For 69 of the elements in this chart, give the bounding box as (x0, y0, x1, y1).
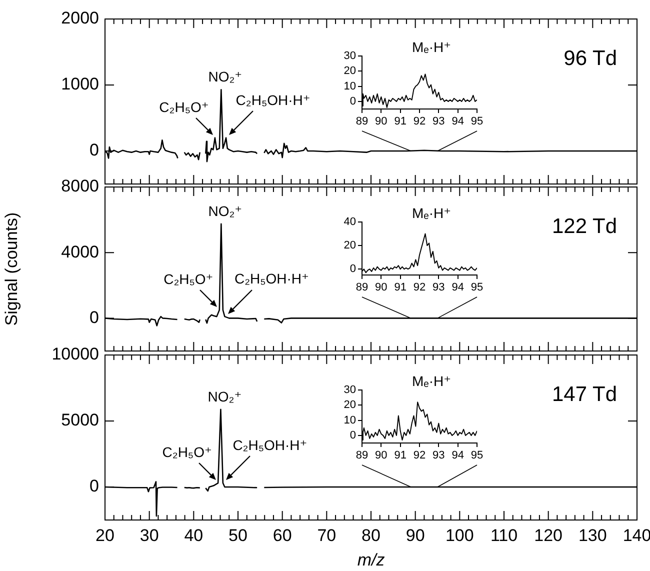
x-tick-label: 80 (362, 526, 380, 545)
y-tick-label: 30 (344, 50, 356, 62)
y-tick-label: 10000 (52, 344, 99, 364)
annotation: 147 Td (552, 383, 617, 406)
y-tick-label: 10 (344, 80, 356, 92)
annotation: NO₂⁺ (208, 68, 242, 85)
y-tick-label: 2000 (61, 8, 99, 28)
x-tick-label: 94 (452, 450, 464, 462)
annotation: 96 Td (564, 47, 617, 70)
x-tick-label: 94 (452, 282, 464, 294)
y-tick-label: 1000 (61, 74, 99, 94)
x-tick-label: 90 (375, 282, 388, 294)
annotation: C₂H₅O⁺ (164, 271, 214, 287)
x-tick-label: 89 (356, 116, 368, 128)
x-tick-label: 95 (470, 450, 484, 462)
x-tick-label: 50 (228, 526, 248, 545)
y-tick-label: 5000 (61, 410, 99, 430)
chart-title: Mₑ·H⁺ (412, 39, 452, 55)
x-tick-label: 90 (375, 116, 388, 128)
x-tick-label: 130 (578, 526, 607, 545)
y-tick-label: 20 (344, 399, 356, 412)
annotation: NO₂⁺ (208, 202, 242, 219)
y-tick-label: 8000 (61, 176, 99, 196)
annotation: C₂H₅OH·H⁺ (236, 92, 310, 108)
y-tick-label: 0 (350, 263, 356, 276)
x-tick-label: 89 (356, 450, 368, 462)
x-tick-label: 92 (413, 116, 426, 128)
x-tick-label: 95 (470, 116, 484, 128)
x-tick-label: 30 (140, 526, 159, 545)
y-tick-label: 20 (344, 240, 356, 252)
x-tick-label: 60 (272, 526, 292, 545)
y-tick-label: 0 (350, 429, 356, 442)
y-tick-label: 0 (90, 140, 99, 160)
x-tick-label: 93 (432, 450, 445, 462)
x-tick-label: 91 (394, 116, 406, 128)
y-tick-label: 0 (350, 95, 356, 108)
x-tick-label: 91 (394, 282, 406, 294)
y-tick-label: 10 (344, 414, 356, 426)
x-tick-label: 95 (470, 282, 484, 294)
x-axis-title: m/z (357, 550, 386, 570)
x-tick-label: 100 (445, 526, 474, 545)
chart-title: Mₑ·H⁺ (412, 373, 452, 389)
annotation: 122 Td (552, 215, 617, 238)
chart-title: Mₑ·H⁺ (412, 205, 452, 221)
x-tick-label: 110 (490, 526, 518, 545)
annotation: C₂H₅O⁺ (162, 444, 212, 460)
x-tick-label: 91 (394, 450, 406, 462)
x-tick-label: 92 (413, 282, 426, 294)
x-tick-label: 89 (356, 282, 368, 294)
y-tick-label: 20 (344, 65, 356, 78)
annotation: C₂H₅OH·H⁺ (232, 437, 308, 454)
x-tick-label: 40 (184, 526, 204, 545)
y-tick-label: 40 (344, 216, 356, 228)
annotation: NO₂⁺ (208, 388, 242, 404)
y-tick-label: 0 (90, 308, 99, 327)
x-tick-label: 90 (375, 450, 388, 462)
annotation: C₂H₅O⁺ (159, 98, 209, 115)
x-tick-label: 94 (452, 116, 464, 128)
x-tick-label: 90 (406, 526, 425, 545)
y-tick-label: 0 (90, 476, 99, 496)
y-tick-label: 30 (344, 384, 356, 396)
x-tick-label: 92 (413, 450, 426, 462)
x-tick-label: 93 (432, 282, 445, 294)
x-tick-label: 70 (317, 526, 336, 545)
x-tick-label: 93 (432, 116, 445, 128)
x-tick-label: 120 (534, 526, 563, 545)
y-tick-label: 4000 (61, 242, 99, 262)
annotation: C₂H₅OH·H⁺ (234, 270, 309, 287)
y-axis-title: Signal (counts) (2, 212, 21, 326)
